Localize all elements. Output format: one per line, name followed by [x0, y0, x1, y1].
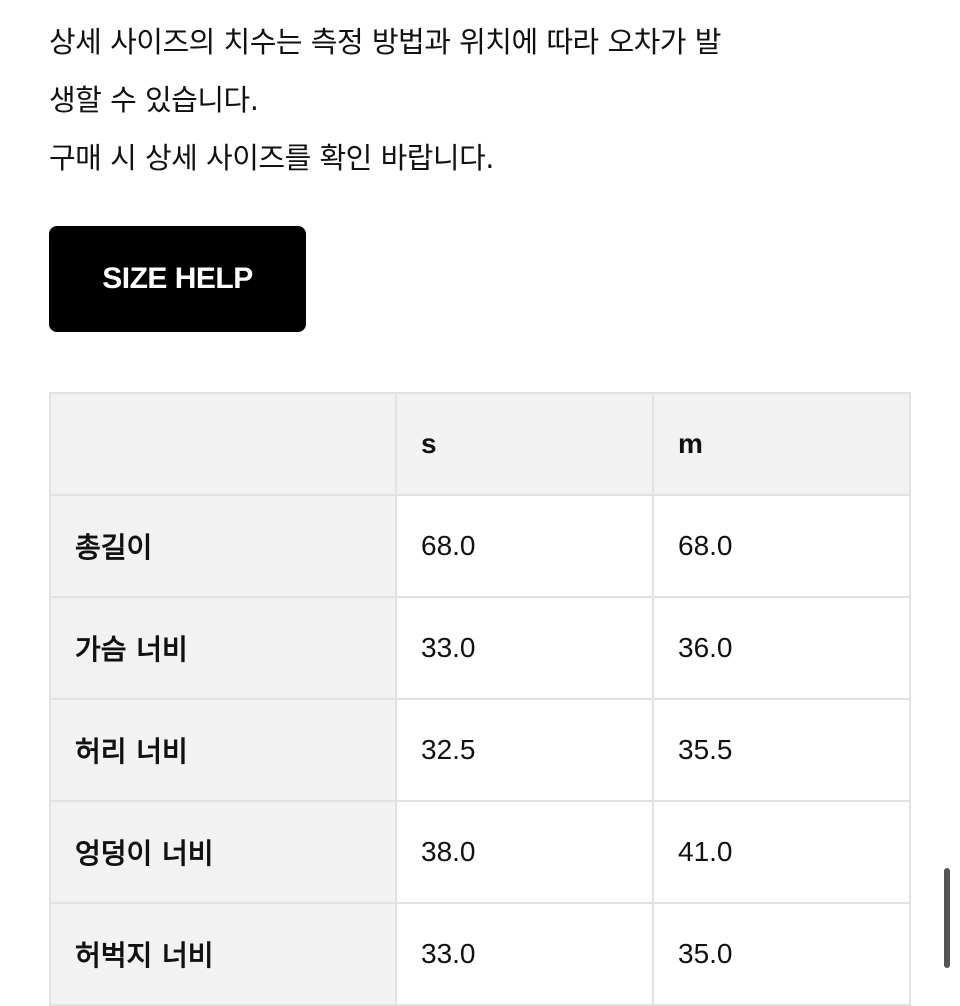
- cell-s: 38.0: [395, 800, 654, 904]
- header-cell-empty: [49, 392, 397, 496]
- cell-m: 36.0: [652, 596, 911, 700]
- row-label: 엉덩이 너비: [49, 800, 397, 904]
- cell-m: 35.0: [652, 902, 911, 1006]
- row-label: 총길이: [49, 494, 397, 598]
- header-cell-s: s: [395, 392, 654, 496]
- cell-s: 68.0: [395, 494, 654, 598]
- row-label: 허리 너비: [49, 698, 397, 802]
- notice-line: 구매 시 상세 사이즈를 확인 바랍니다.: [49, 141, 495, 175]
- cell-s: 33.0: [395, 596, 654, 700]
- cell-s: 33.0: [395, 902, 654, 1006]
- notice-line: 생할 수 있습니다.: [49, 83, 259, 117]
- row-label: 허벅지 너비: [49, 902, 397, 1006]
- table-row: 허벅지 너비 33.0 35.0: [49, 902, 911, 1006]
- table-row: 허리 너비 32.5 35.5: [49, 698, 911, 802]
- table-row: 가슴 너비 33.0 36.0: [49, 596, 911, 700]
- table-header-row: s m: [49, 392, 911, 496]
- header-cell-m: m: [652, 392, 911, 496]
- cell-s: 32.5: [395, 698, 654, 802]
- row-label: 가슴 너비: [49, 596, 397, 700]
- size-notice: 상세 사이즈의 치수는 측정 방법과 위치에 따라 오차가 발 생할 수 있습니…: [49, 13, 929, 187]
- table-row: 총길이 68.0 68.0: [49, 494, 911, 598]
- cell-m: 35.5: [652, 698, 911, 802]
- scrollbar[interactable]: [944, 868, 950, 968]
- size-table: s m 총길이 68.0 68.0 가슴 너비 33.0 36.0 허리 너비 …: [49, 392, 911, 1006]
- notice-line: 상세 사이즈의 치수는 측정 방법과 위치에 따라 오차가 발: [49, 25, 721, 59]
- cell-m: 68.0: [652, 494, 911, 598]
- table-row: 엉덩이 너비 38.0 41.0: [49, 800, 911, 904]
- cell-m: 41.0: [652, 800, 911, 904]
- size-help-button[interactable]: SIZE HELP: [49, 226, 306, 332]
